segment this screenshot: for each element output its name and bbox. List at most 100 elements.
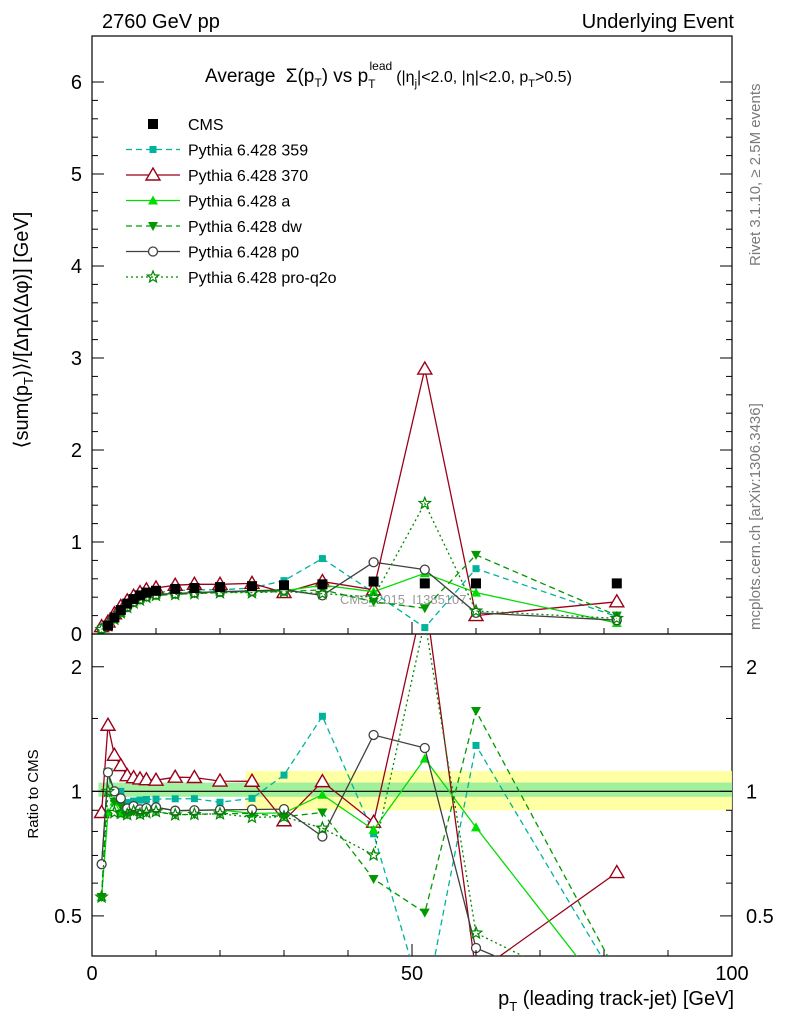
ratio-point-pythia-6-428-dw: [471, 706, 481, 716]
ratio-point-pythia-6-428-pro-q2o: [148, 803, 164, 818]
ratio-point-pythia-6-428-pro-q2o: [244, 809, 260, 824]
ratio-point-pythia-6-428-pro-q2o: [366, 847, 381, 862]
ratio-point-pythia-6-428-359: [152, 795, 160, 803]
data-point-cms: [128, 594, 139, 605]
data-point-pythia-6-428-pro-q2o: [315, 585, 330, 600]
data-point-pythia-6-428-pro-q2o: [417, 495, 433, 510]
legend-marker-pythia-6-428-pro-q2o: [145, 269, 161, 284]
ratio-point-pythia-6-428-370: [147, 771, 165, 786]
data-point-cms: [170, 583, 181, 594]
data-point-cms: [471, 578, 481, 589]
header-right: Underlying Event: [582, 11, 735, 33]
ratio-point-pythia-6-428-dw: [419, 908, 430, 918]
legend-marker-pythia-6-428-370: [144, 166, 162, 181]
data-point-pythia-6-428-359: [472, 565, 480, 573]
ratio-point-pythia-6-428-pro-q2o: [315, 820, 330, 835]
title-sub-t: T: [314, 76, 322, 90]
data-point-pythia-6-428-370: [608, 593, 626, 608]
ratio-series-pythia-6-428-dw: [96, 706, 609, 956]
data-point-cms: [115, 605, 126, 616]
x-tick-label: 100: [715, 963, 748, 985]
ratio-point-pythia-6-428-p0: [419, 742, 430, 754]
ratio-uncertainty-bands: [92, 770, 732, 811]
y-tick-label: 6: [71, 72, 82, 94]
data-point-cms: [135, 590, 145, 601]
ratio-tick-label-right: 2: [746, 657, 757, 679]
title-cuts-end: >0.5): [535, 69, 572, 86]
ratio-point-pythia-6-428-359: [216, 798, 224, 806]
ratio-point-pythia-6-428-370: [211, 772, 229, 787]
data-point-cms: [109, 612, 120, 623]
ratio-series-pythia-6-428-p0: [96, 729, 497, 956]
legend-label-pythia-6-428-p0: Pythia 6.428 p0: [188, 245, 299, 262]
legend-marker-pythia-6-428-dw: [148, 222, 158, 231]
data-point-cms: [279, 580, 289, 591]
legend-marker-pythia-6-428-a: [148, 195, 158, 205]
title-cuts-rest: |<2.0, |η|<2.0, p: [417, 69, 528, 86]
ratio-series-pythia-6-428-359: [98, 712, 602, 956]
ratio-point-pythia-6-428-359: [280, 771, 288, 779]
ratio-point-pythia-6-428-pro-q2o: [107, 804, 122, 819]
data-point-pythia-6-428-pro-q2o: [609, 610, 625, 625]
ratio-point-pythia-6-428-pro-q2o: [132, 806, 148, 821]
ratio-point-pythia-6-428-370: [186, 769, 203, 784]
ratio-tick-label: 0.5: [54, 906, 82, 928]
legend-label-pythia-6-428-370: Pythia 6.428 370: [188, 168, 308, 185]
data-point-cms: [368, 576, 379, 587]
analysis-watermark: CMS_2015_I1385107: [340, 592, 467, 607]
ratio-panel-series: [93, 634, 626, 956]
ratio-point-pythia-6-428-359: [117, 787, 125, 795]
ratio-point-pythia-6-428-p0: [115, 793, 126, 804]
data-point-pythia-6-428-p0: [419, 564, 430, 575]
legend-entry-pythia-6-428-dw: Pythia 6.428 dw: [126, 219, 302, 236]
data-point-cms: [141, 587, 152, 598]
title-lead-sup: lead: [370, 59, 393, 73]
ratio-point-pythia-6-428-370: [138, 771, 155, 786]
title-main: Average: [205, 66, 275, 87]
ratio-point-pythia-6-428-pro-q2o: [212, 806, 228, 821]
ratio-tick-label-right: 0.5: [746, 906, 774, 928]
ratio-tick-label: 2: [71, 657, 82, 679]
x-tick-label: 50: [401, 963, 423, 985]
ratio-band-green: [98, 782, 732, 797]
legend-entry-pythia-6-428-370: Pythia 6.428 370: [126, 166, 308, 185]
title-cuts-sub2: T: [528, 78, 535, 90]
title-sigma: Σ(p: [286, 66, 315, 87]
ratio-point-pythia-6-428-370: [99, 716, 117, 731]
series-cms: [103, 576, 622, 631]
ratio-point-pythia-6-428-370: [314, 773, 331, 788]
series-pythia-6-428-pro-q2o: [94, 495, 625, 634]
ratio-point-pythia-6-428-359: [142, 796, 150, 804]
ratio-point-pythia-6-428-pro-q2o: [167, 807, 183, 822]
x-axis-label: pT (leading track-jet) [GeV]: [498, 988, 734, 1014]
legend: CMS Pythia 6.428 359 Pythia 6.428 370 Pythi…: [126, 117, 337, 287]
ratio-point-pythia-6-428-pro-q2o: [468, 925, 484, 940]
data-point-cms: [151, 585, 161, 596]
ratio-point-pythia-6-428-359: [472, 741, 480, 749]
ratio-series-pythia-6-428-370: [93, 634, 626, 956]
y-tick-label: 4: [71, 256, 82, 278]
header-left: 2760 GeV pp: [102, 11, 220, 33]
ratio-point-pythia-6-428-359: [248, 794, 256, 802]
legend-label-pythia-6-428-dw: Pythia 6.428 dw: [188, 219, 302, 236]
data-point-pythia-6-428-pro-q2o: [366, 589, 381, 604]
ratio-point-pythia-6-428-370: [112, 757, 130, 772]
title-cuts: (|η: [396, 69, 414, 86]
data-point-pythia-6-428-a: [471, 587, 481, 597]
ratio-point-pythia-6-428-370: [106, 746, 123, 761]
legend-marker-pythia-6-428-359: [149, 146, 157, 153]
y-tick-label: 2: [71, 440, 82, 462]
ratio-line-pythia-6-428-pro-q2o: [100, 634, 525, 956]
data-point-pythia-6-428-359: [421, 624, 429, 632]
ratio-point-pythia-6-428-359: [318, 712, 326, 720]
title-lead-sub: T: [368, 77, 376, 91]
rivet-label: Rivet 3.1.10, ≥ 2.5M events: [747, 84, 764, 267]
y-tick-label: 5: [71, 164, 82, 186]
ratio-point-pythia-6-428-pro-q2o: [187, 806, 202, 821]
ratio-point-pythia-6-428-dw: [317, 808, 328, 818]
data-point-pythia-6-428-dw: [471, 550, 481, 560]
ratio-line-pythia-6-428-dw: [100, 709, 609, 956]
ratio-line-pythia-6-428-359: [100, 714, 602, 956]
legend-marker-cms: [148, 119, 158, 129]
ratio-point-pythia-6-428-370: [166, 768, 184, 783]
